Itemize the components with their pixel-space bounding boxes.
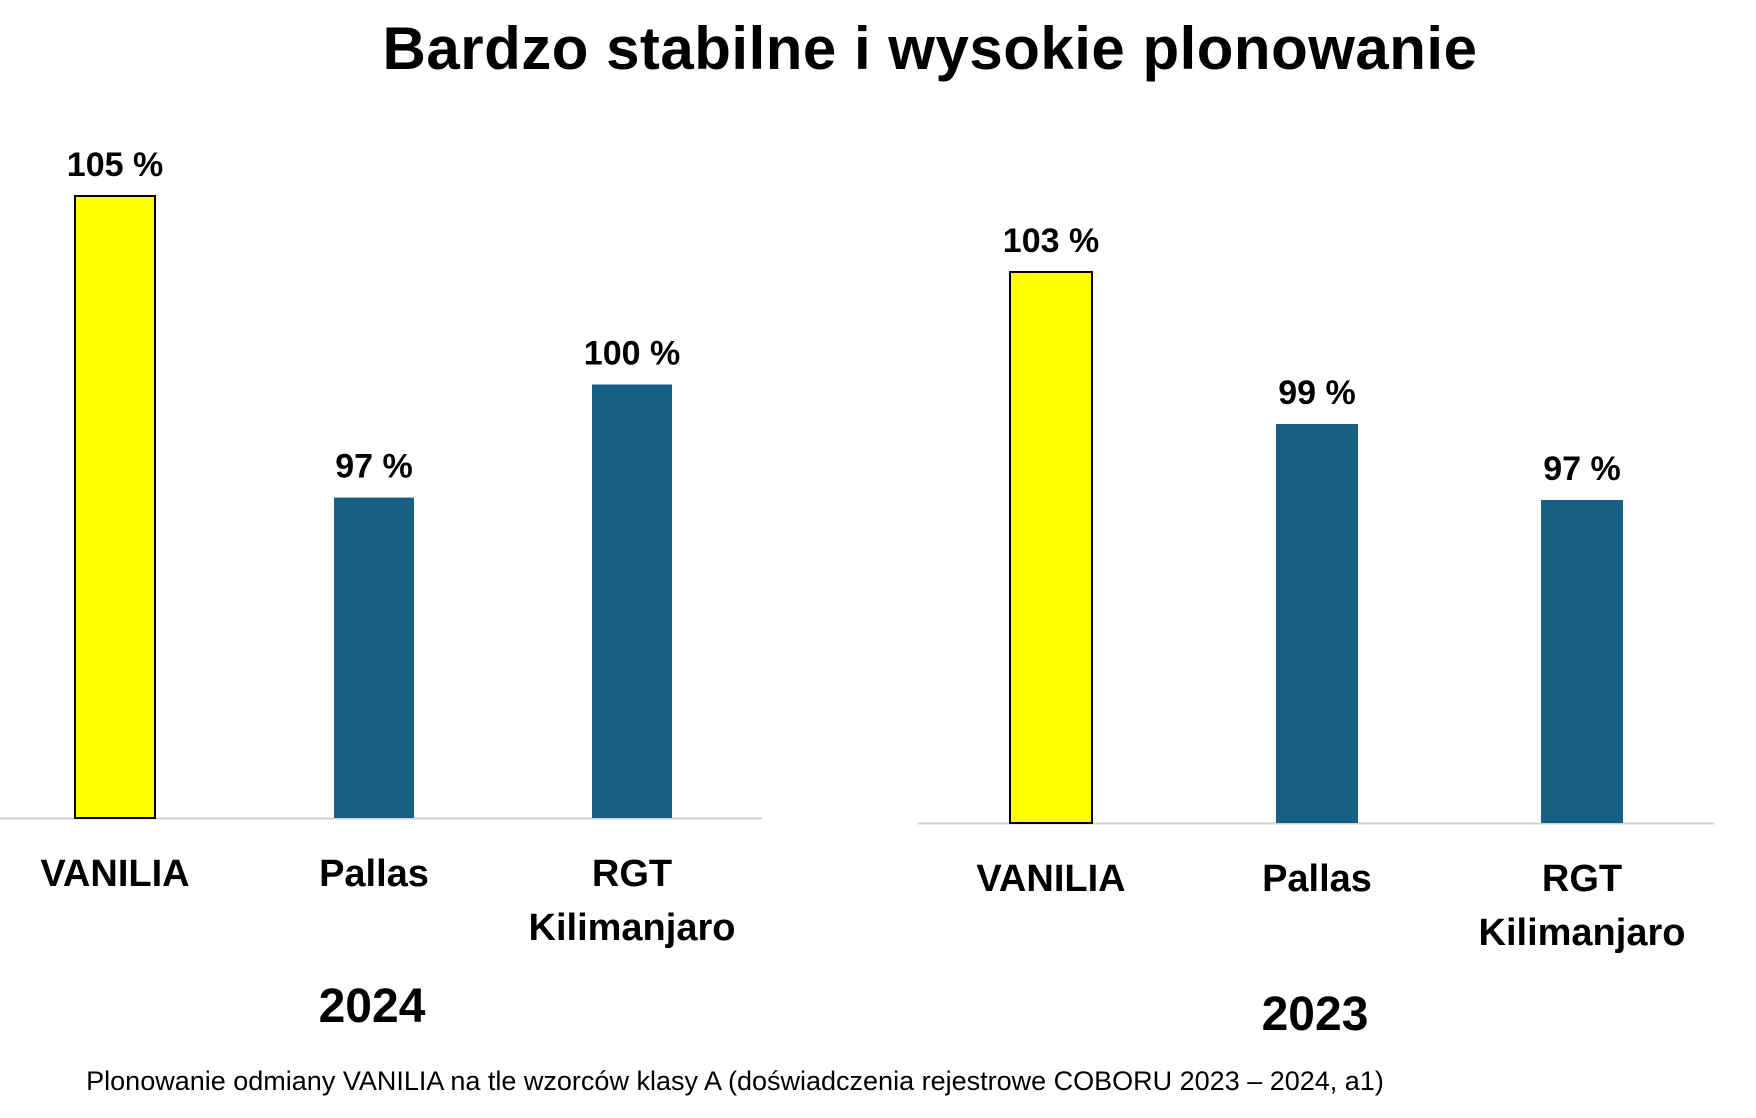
category-label: VANILIA xyxy=(976,858,1125,900)
category-label: VANILIA xyxy=(40,853,189,895)
bar-2024-3 xyxy=(592,384,672,818)
chart-caption: Plonowanie odmiany VANILIA na tle wzorcó… xyxy=(86,1066,1384,1096)
bar-2024-2 xyxy=(334,497,414,818)
data-label: 103 % xyxy=(1003,222,1099,260)
category-label: Pallas xyxy=(319,853,429,895)
category-label: Kilimanjaro xyxy=(1479,912,1686,954)
category-label: RGT xyxy=(592,853,672,895)
chart-title: Bardzo stabilne i wysokie plonowanie xyxy=(382,15,1478,82)
bar-2024-1 xyxy=(74,195,156,819)
category-label: Pallas xyxy=(1262,858,1372,900)
data-label: 97 % xyxy=(335,448,413,486)
category-label: RGT xyxy=(1542,858,1622,900)
year-label: 2023 xyxy=(1262,988,1369,1041)
data-label: 100 % xyxy=(584,334,680,372)
data-label: 97 % xyxy=(1543,450,1621,488)
bar-2023-2 xyxy=(1276,424,1358,823)
data-label: 99 % xyxy=(1278,374,1356,412)
bar-2023-1 xyxy=(1009,271,1093,824)
bar-chart-2023: 103 % VANILIA 99 % Pallas 97 % RGT Kilimanjaro… xyxy=(918,222,1714,1041)
bar-chart-2024: 105 % VANILIA 97 % Pallas 100 % RGT Kilimanjar… xyxy=(0,146,762,1033)
data-label: 105 % xyxy=(67,146,163,184)
bar-2023-3 xyxy=(1541,500,1623,823)
category-label: Kilimanjaro xyxy=(529,907,736,949)
year-label: 2024 xyxy=(319,980,426,1033)
